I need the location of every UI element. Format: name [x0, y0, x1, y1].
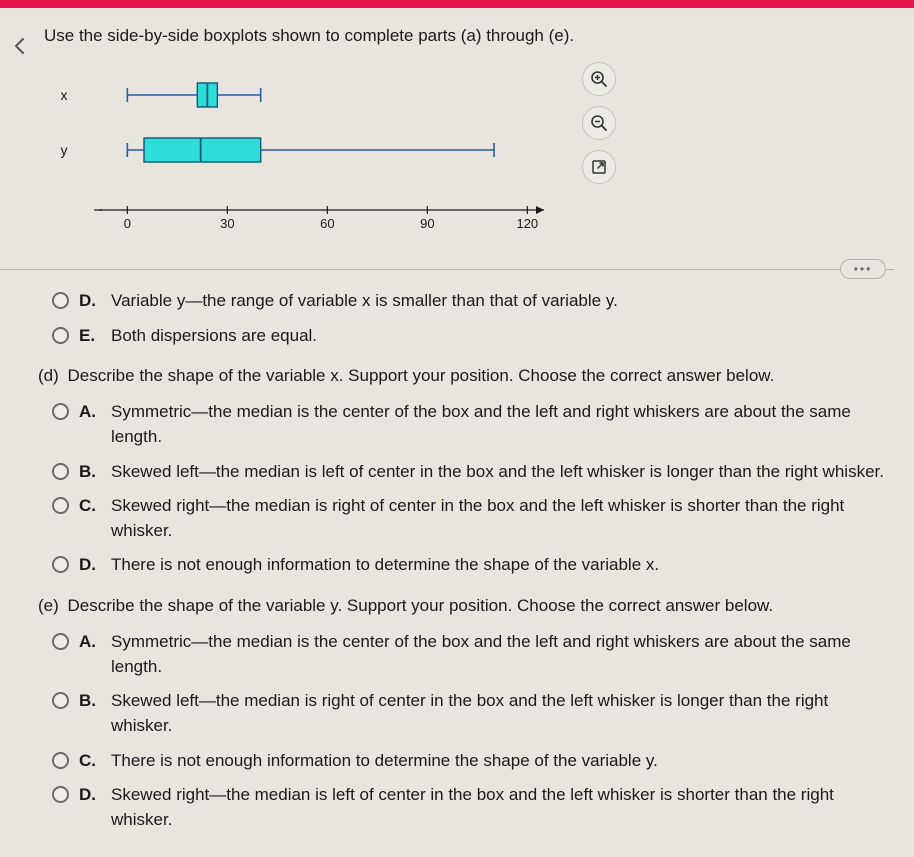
page-content: Use the side-by-side boxplots shown to c… [0, 8, 914, 857]
zoom-out-button[interactable] [582, 106, 616, 140]
section-divider: ••• [44, 259, 894, 279]
more-options-button[interactable]: ••• [840, 259, 886, 279]
radio-d-b[interactable] [52, 463, 69, 480]
plot-tools [582, 62, 616, 184]
option-letter: A. [79, 630, 101, 655]
option-letter: C. [79, 749, 101, 774]
radio-prev-e[interactable] [52, 327, 69, 344]
option-letter: B. [79, 460, 101, 485]
option-letter: A. [79, 400, 101, 425]
option-letter: C. [79, 494, 101, 519]
option-e-b: B. Skewed left—the median is right of ce… [52, 689, 894, 738]
radio-e-c[interactable] [52, 752, 69, 769]
app-topbar [0, 0, 914, 8]
question-tag: (d) [38, 366, 59, 385]
option-prev-d: D. Variable y—the range of variable x is… [52, 289, 894, 314]
option-letter: B. [79, 689, 101, 714]
option-d-b: B. Skewed left—the median is left of cen… [52, 460, 894, 485]
plot-row: 0 30 60 90 120 x y [44, 60, 894, 235]
svg-text:60: 60 [320, 216, 334, 231]
option-letter: D. [79, 783, 101, 808]
zoom-out-icon [590, 114, 608, 132]
option-text: Skewed right—the median is right of cent… [111, 494, 894, 543]
instruction-text: Use the side-by-side boxplots shown to c… [44, 26, 894, 46]
option-text: Variable y—the range of variable x is sm… [111, 289, 894, 314]
option-text: Skewed left—the median is right of cente… [111, 689, 894, 738]
radio-prev-d[interactable] [52, 292, 69, 309]
option-e-a: A. Symmetric—the median is the center of… [52, 630, 894, 679]
radio-d-c[interactable] [52, 497, 69, 514]
option-e-d: D. Skewed right—the median is left of ce… [52, 783, 894, 832]
radio-d-a[interactable] [52, 403, 69, 420]
popout-icon [591, 159, 607, 175]
option-e-c: C. There is not enough information to de… [52, 749, 894, 774]
divider-line [0, 269, 894, 270]
radio-e-a[interactable] [52, 633, 69, 650]
option-letter: E. [79, 324, 101, 349]
question-e-prompt: (e) Describe the shape of the variable y… [38, 596, 894, 616]
option-text: There is not enough information to deter… [111, 553, 894, 578]
svg-text:90: 90 [420, 216, 434, 231]
option-prev-e: E. Both dispersions are equal. [52, 324, 894, 349]
option-letter: D. [79, 289, 101, 314]
radio-e-d[interactable] [52, 786, 69, 803]
question-text: Describe the shape of the variable y. Su… [68, 596, 774, 615]
radio-e-b[interactable] [52, 692, 69, 709]
option-d-d: D. There is not enough information to de… [52, 553, 894, 578]
option-text: Both dispersions are equal. [111, 324, 894, 349]
option-text: Symmetric—the median is the center of th… [111, 400, 894, 449]
option-d-c: C. Skewed right—the median is right of c… [52, 494, 894, 543]
option-d-a: A. Symmetric—the median is the center of… [52, 400, 894, 449]
option-text: Skewed right—the median is left of cente… [111, 783, 894, 832]
radio-d-d[interactable] [52, 556, 69, 573]
svg-text:120: 120 [516, 216, 538, 231]
svg-text:0: 0 [124, 216, 131, 231]
boxplot-figure: 0 30 60 90 120 x y [44, 60, 564, 235]
svg-text:y: y [61, 142, 68, 158]
option-text: There is not enough information to deter… [111, 749, 894, 774]
option-text: Symmetric—the median is the center of th… [111, 630, 894, 679]
zoom-in-button[interactable] [582, 62, 616, 96]
zoom-in-icon [590, 70, 608, 88]
question-d-prompt: (d) Describe the shape of the variable x… [38, 366, 894, 386]
svg-text:x: x [61, 87, 68, 103]
question-text: Describe the shape of the variable x. Su… [68, 366, 775, 385]
option-text: Skewed left—the median is left of center… [111, 460, 894, 485]
back-button[interactable] [6, 32, 34, 60]
option-letter: D. [79, 553, 101, 578]
popout-button[interactable] [582, 150, 616, 184]
svg-text:30: 30 [220, 216, 234, 231]
question-tag: (e) [38, 596, 59, 615]
